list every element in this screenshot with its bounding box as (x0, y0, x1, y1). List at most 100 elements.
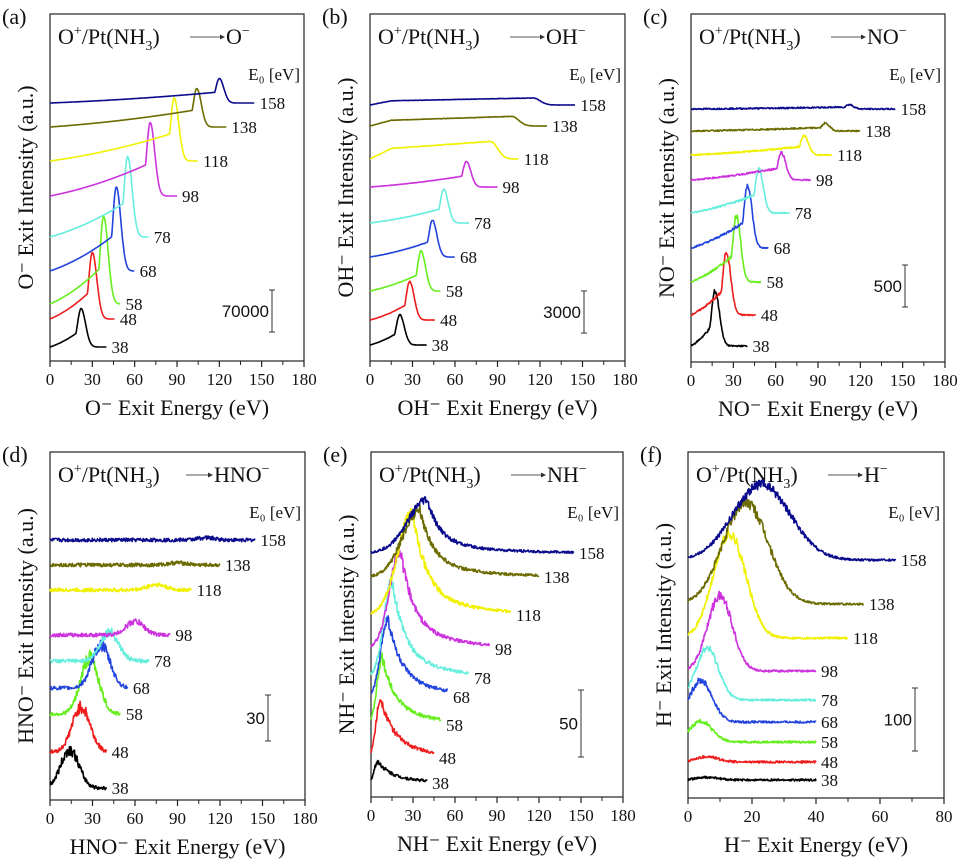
trace-label-38: 38 (432, 336, 449, 355)
reaction-title: O+/Pt(NH3) (58, 462, 160, 492)
trace-98 (687, 590, 817, 673)
trace-label-78: 78 (474, 669, 491, 688)
panel-label: (a) (2, 4, 26, 29)
trace-118 (49, 97, 199, 162)
trace-48 (49, 700, 108, 754)
reaction-title: O+/Pt(NH3) (379, 462, 481, 492)
y-axis-label: NO⁻ Exit Intensity (a.u.) (654, 78, 679, 298)
trace-158 (687, 479, 897, 562)
panel-label: (d) (2, 442, 28, 467)
trace-label-138: 138 (552, 117, 578, 136)
trace-98 (369, 160, 498, 188)
x-axis-label: NH⁻ Exit Energy (eV) (397, 831, 597, 856)
trace-label-68: 68 (460, 248, 477, 267)
x-tick-label: 0 (46, 809, 55, 828)
arrowhead-icon (861, 34, 866, 40)
panel-label: (b) (322, 4, 348, 29)
trace-158 (370, 496, 575, 555)
product-label: HNO− (214, 462, 270, 487)
panel-label: (f) (640, 442, 662, 467)
trace-label-38: 38 (821, 771, 838, 790)
x-axis-label: OH⁻ Exit Energy (eV) (398, 395, 598, 420)
trace-label-138: 138 (544, 568, 570, 587)
trace-158 (690, 103, 896, 111)
trace-118 (370, 507, 512, 615)
trace-138 (370, 504, 540, 578)
trace-158 (369, 97, 576, 106)
x-tick-label: 0 (687, 371, 696, 390)
trace-138 (687, 496, 864, 606)
x-tick-label: 90 (169, 809, 186, 828)
scale-bar-label: 3000 (543, 303, 581, 322)
x-tick-label: 60 (447, 370, 464, 389)
legend-title: E₀ [eV] (567, 503, 619, 522)
x-tick-label: 180 (610, 806, 636, 825)
trace-48 (49, 251, 115, 320)
trace-label-48: 48 (440, 311, 457, 330)
trace-label-138: 138 (865, 122, 891, 141)
reaction-title: O+/Pt(NH3) (696, 462, 798, 492)
x-tick-label: 120 (526, 806, 552, 825)
legend-title: E₀ [eV] (888, 503, 940, 522)
trace-label-68: 68 (140, 262, 157, 281)
x-tick-label: 90 (489, 806, 506, 825)
trace-58 (370, 652, 442, 722)
trace-label-118: 118 (197, 581, 222, 600)
product-label: H− (864, 462, 888, 487)
trace-98 (690, 151, 812, 182)
x-tick-label: 90 (489, 370, 506, 389)
trace-48 (690, 251, 757, 317)
trace-68 (369, 219, 455, 258)
x-tick-label: 0 (366, 370, 375, 389)
trace-98 (49, 121, 178, 197)
trace-48 (687, 755, 817, 764)
panel-label: (c) (643, 4, 667, 29)
legend-title: E₀ [eV] (248, 65, 300, 84)
legend-title: E₀ [eV] (569, 65, 621, 84)
trace-58 (690, 214, 762, 284)
legend-title: E₀ [eV] (249, 503, 301, 522)
arrowhead-icon (541, 472, 546, 478)
trace-38 (687, 775, 817, 782)
x-tick-label: 180 (932, 371, 958, 390)
x-tick-label: 90 (810, 371, 827, 390)
x-tick-label: 150 (568, 806, 594, 825)
arrowhead-icon (220, 34, 225, 40)
x-tick-label: 30 (84, 370, 101, 389)
trace-label-98: 98 (175, 626, 192, 645)
trace-68 (49, 639, 129, 691)
trace-label-158: 158 (579, 544, 605, 563)
trace-68 (370, 615, 449, 694)
panel-d: (d) 0 30 60 90 120 150 180 HNO⁻ Exit Energy (eV)… (2, 442, 318, 859)
trace-label-78: 78 (474, 214, 491, 233)
trace-label-68: 68 (821, 713, 838, 732)
trace-58 (49, 649, 122, 717)
trace-label-158: 158 (580, 96, 606, 115)
trace-98 (49, 618, 171, 638)
x-tick-label: 30 (725, 371, 742, 390)
trace-label-158: 158 (260, 94, 286, 113)
trace-68 (687, 677, 817, 724)
trace-label-68: 68 (774, 239, 791, 258)
x-tick-label: 60 (447, 806, 464, 825)
x-tick-label: 60 (127, 809, 144, 828)
trace-38 (49, 307, 107, 348)
trace-58 (49, 215, 121, 305)
scale-bar-label: 500 (874, 277, 902, 296)
trace-label-118: 118 (516, 606, 541, 625)
scale-bar-label: 100 (884, 711, 912, 730)
trace-48 (369, 280, 436, 321)
reaction-title: O+/Pt(NH3) (58, 24, 160, 54)
x-axis-label: O⁻ Exit Energy (eV) (85, 395, 269, 420)
trace-label-48: 48 (112, 743, 129, 762)
trace-58 (687, 718, 817, 744)
x-axis-label: H⁻ Exit Energy (eV) (724, 832, 908, 857)
trace-label-98: 98 (182, 187, 199, 206)
x-tick-label: 180 (292, 809, 318, 828)
trace-label-58: 58 (126, 295, 143, 314)
scale-bar-label: 50 (559, 715, 578, 734)
panel-b: (b) 0 30 60 90 120 150 180 OH⁻ Exit Energy (eV) O… (322, 4, 638, 420)
trace-138 (369, 115, 548, 127)
product-label: NH− (547, 462, 587, 487)
trace-label-98: 98 (503, 178, 520, 197)
